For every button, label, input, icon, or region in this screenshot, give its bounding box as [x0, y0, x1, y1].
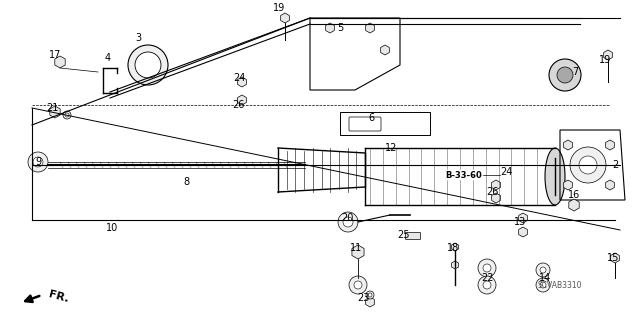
Text: 2: 2: [612, 160, 618, 170]
Polygon shape: [605, 140, 614, 150]
Text: 4: 4: [105, 53, 111, 63]
Circle shape: [549, 59, 581, 91]
Circle shape: [63, 111, 71, 119]
Polygon shape: [365, 297, 374, 307]
Polygon shape: [452, 243, 458, 251]
Ellipse shape: [545, 148, 565, 205]
Polygon shape: [492, 193, 500, 203]
Text: 25: 25: [397, 230, 409, 240]
Text: 13: 13: [514, 217, 526, 227]
Text: 23: 23: [357, 293, 369, 303]
Text: 17: 17: [49, 50, 61, 60]
Text: 26: 26: [486, 187, 498, 197]
Circle shape: [28, 152, 48, 172]
Text: 3: 3: [135, 33, 141, 43]
Text: 19: 19: [599, 55, 611, 65]
Polygon shape: [352, 245, 364, 259]
Text: 15: 15: [607, 253, 619, 263]
Polygon shape: [605, 180, 614, 190]
Polygon shape: [55, 56, 65, 68]
Polygon shape: [564, 180, 572, 190]
Text: B-33-60: B-33-60: [445, 170, 483, 180]
Circle shape: [65, 113, 69, 117]
Circle shape: [570, 147, 606, 183]
Circle shape: [478, 259, 496, 277]
Text: 14: 14: [539, 273, 551, 283]
Circle shape: [540, 282, 546, 288]
Text: 5: 5: [337, 23, 343, 33]
Polygon shape: [564, 140, 572, 150]
Polygon shape: [452, 261, 458, 269]
Polygon shape: [326, 23, 334, 33]
Text: 21: 21: [46, 103, 58, 113]
Text: 16: 16: [568, 190, 580, 200]
Text: 18: 18: [447, 243, 459, 253]
Circle shape: [536, 263, 550, 277]
Text: 24: 24: [500, 167, 512, 177]
Text: FR.: FR.: [47, 290, 69, 304]
Circle shape: [135, 52, 161, 78]
Text: 11: 11: [350, 243, 362, 253]
Circle shape: [478, 276, 496, 294]
Circle shape: [540, 267, 546, 273]
Polygon shape: [237, 95, 246, 105]
Polygon shape: [365, 23, 374, 33]
Circle shape: [483, 281, 491, 289]
Circle shape: [557, 67, 573, 83]
Polygon shape: [237, 77, 246, 87]
Text: 10: 10: [106, 223, 118, 233]
Polygon shape: [518, 227, 527, 237]
Polygon shape: [492, 180, 500, 190]
Circle shape: [366, 291, 374, 299]
Text: 22: 22: [481, 273, 493, 283]
Circle shape: [368, 293, 372, 297]
Text: 7: 7: [572, 67, 578, 77]
Text: 26: 26: [232, 100, 244, 110]
Polygon shape: [50, 106, 60, 118]
Circle shape: [349, 276, 367, 294]
Text: 9: 9: [35, 157, 41, 167]
Circle shape: [536, 278, 550, 292]
Text: 24: 24: [233, 73, 245, 83]
Polygon shape: [381, 45, 389, 55]
Circle shape: [354, 281, 362, 289]
Text: 19: 19: [273, 3, 285, 13]
Circle shape: [343, 217, 353, 227]
Circle shape: [338, 212, 358, 232]
Text: 20: 20: [341, 213, 353, 223]
Circle shape: [579, 156, 597, 174]
Text: SCVAB3310: SCVAB3310: [538, 280, 582, 290]
FancyBboxPatch shape: [406, 233, 420, 240]
Polygon shape: [281, 13, 289, 23]
Text: 12: 12: [385, 143, 397, 153]
Circle shape: [128, 45, 168, 85]
Polygon shape: [569, 199, 579, 211]
Polygon shape: [611, 253, 620, 263]
Text: 8: 8: [183, 177, 189, 187]
Polygon shape: [604, 50, 612, 60]
Text: 6: 6: [368, 113, 374, 123]
Circle shape: [33, 157, 43, 167]
Circle shape: [483, 264, 491, 272]
Polygon shape: [518, 213, 527, 223]
